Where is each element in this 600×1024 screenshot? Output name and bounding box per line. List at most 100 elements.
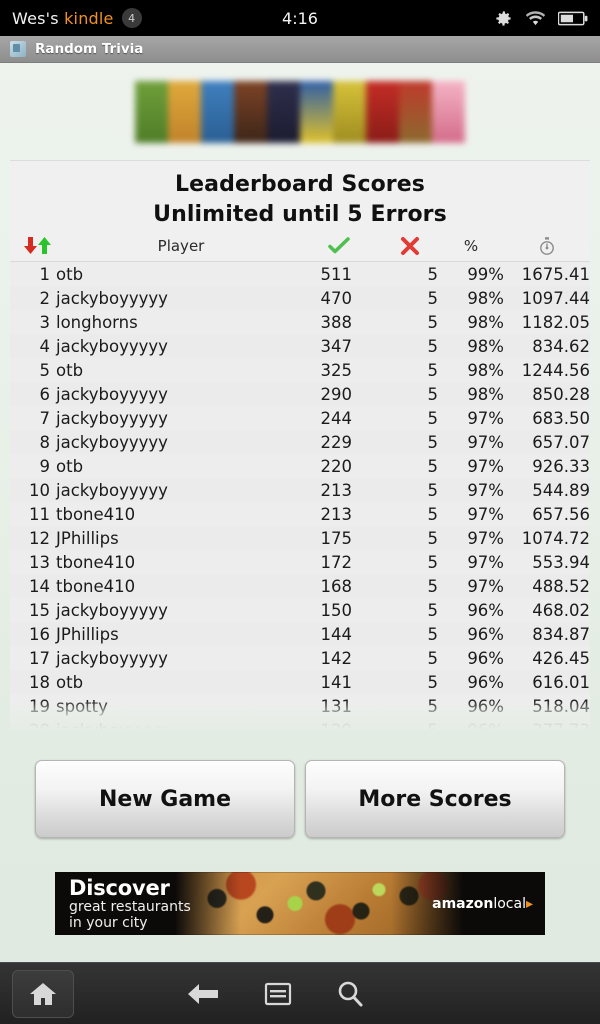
table-row[interactable]: 6 jackyboyyyyy 290 5 98% 850.28 xyxy=(10,382,590,406)
cell-score: 229 xyxy=(320,432,353,452)
table-row[interactable]: 19 spotty 131 5 96% 518.04 xyxy=(10,694,590,718)
cell-player: tbone410 xyxy=(56,504,136,524)
cell-rank: 1 xyxy=(39,264,51,284)
more-scores-button[interactable]: More Scores xyxy=(305,760,565,838)
green-check-icon[interactable] xyxy=(296,236,382,255)
cell-time: 553.94 xyxy=(532,552,590,572)
cell-wrong: 5 xyxy=(427,432,439,452)
leaderboard-panel[interactable]: Leaderboard Scores Unlimited until 5 Err… xyxy=(10,160,590,730)
cell-player: jackyboyyyyy xyxy=(56,432,168,452)
cell-rank: 11 xyxy=(29,504,50,524)
cell-score: 213 xyxy=(320,504,353,524)
leaderboard-rows[interactable]: 1 otb 511 5 99% 1675.41 2 jackyboyyyyy 470 5 98% 10… xyxy=(10,262,590,730)
banner-image-area xyxy=(0,63,600,160)
table-row[interactable]: 16 JPhillips 144 5 96% 834.87 xyxy=(10,622,590,646)
cell-time: 657.07 xyxy=(532,432,590,452)
cell-rank: 2 xyxy=(39,288,51,308)
table-row[interactable]: 3 longhorns 388 5 98% 1182.05 xyxy=(10,310,590,334)
cell-player: otb xyxy=(56,264,84,284)
status-bar-icons xyxy=(494,9,588,28)
cell-time: 377.73 xyxy=(532,720,590,731)
table-row[interactable]: 18 otb 141 5 96% 616.01 xyxy=(10,670,590,694)
cell-score: 347 xyxy=(320,336,353,356)
advertisement-area: Discover great restaurants in your city … xyxy=(0,872,600,935)
table-row[interactable]: 5 otb 325 5 98% 1244.56 xyxy=(10,358,590,382)
cell-player: jackyboyyyyy xyxy=(56,720,168,731)
table-row[interactable]: 10 jackyboyyyyy 213 5 97% 544.89 xyxy=(10,478,590,502)
amazon-local-ad[interactable]: Discover great restaurants in your city … xyxy=(55,872,545,935)
cell-rank: 6 xyxy=(39,384,51,404)
cell-score: 511 xyxy=(320,264,353,284)
status-bar: Wes's kindle 4 4:16 xyxy=(0,0,600,36)
back-arrow-icon[interactable] xyxy=(186,981,220,1007)
table-row[interactable]: 8 jackyboyyyyy 229 5 97% 657.07 xyxy=(10,430,590,454)
table-row[interactable]: 20 jackyboyyyyy 129 5 96% 377.73 xyxy=(10,718,590,730)
cell-wrong: 5 xyxy=(427,648,439,668)
cell-score: 244 xyxy=(320,408,353,428)
table-row[interactable]: 2 jackyboyyyyy 470 5 98% 1097.44 xyxy=(10,286,590,310)
cell-player: jackyboyyyyy xyxy=(56,408,168,428)
cell-time: 1182.05 xyxy=(521,312,590,332)
gear-icon[interactable] xyxy=(494,9,513,28)
wifi-icon[interactable] xyxy=(525,10,546,26)
cell-wrong: 5 xyxy=(427,504,439,524)
device-brand-label: kindle xyxy=(64,8,114,28)
cell-player: jackyboyyyyy xyxy=(56,648,168,668)
cell-wrong: 5 xyxy=(427,672,439,692)
cell-percent: 97% xyxy=(467,432,504,452)
column-header-percent[interactable]: % xyxy=(463,236,479,255)
cell-player: jackyboyyyyy xyxy=(56,480,168,500)
table-row[interactable]: 13 tbone410 172 5 97% 553.94 xyxy=(10,550,590,574)
cell-wrong: 5 xyxy=(427,264,439,284)
action-button-row: New Game More Scores xyxy=(0,760,600,838)
cell-wrong: 5 xyxy=(427,456,439,476)
table-row[interactable]: 9 otb 220 5 97% 926.33 xyxy=(10,454,590,478)
cell-score: 168 xyxy=(320,576,353,596)
cell-time: 1074.72 xyxy=(521,528,590,548)
cell-percent: 98% xyxy=(467,384,504,404)
cell-time: 834.62 xyxy=(532,336,590,356)
cell-wrong: 5 xyxy=(427,720,439,731)
cell-player: jackyboyyyyy xyxy=(56,336,168,356)
cell-player: otb xyxy=(56,360,84,380)
table-row[interactable]: 11 tbone410 213 5 97% 657.56 xyxy=(10,502,590,526)
cell-wrong: 5 xyxy=(427,696,439,716)
cell-wrong: 5 xyxy=(427,288,439,308)
table-row[interactable]: 12 JPhillips 175 5 97% 1074.72 xyxy=(10,526,590,550)
cell-percent: 96% xyxy=(467,696,504,716)
cell-time: 1244.56 xyxy=(521,360,590,380)
nav-icon-group xyxy=(186,980,364,1008)
cell-score: 141 xyxy=(320,672,353,692)
cell-wrong: 5 xyxy=(427,576,439,596)
search-icon[interactable] xyxy=(336,980,364,1008)
cell-time: 468.02 xyxy=(532,600,590,620)
table-row[interactable]: 4 jackyboyyyyy 347 5 98% 834.62 xyxy=(10,334,590,358)
cell-score: 131 xyxy=(320,696,353,716)
table-row[interactable]: 1 otb 511 5 99% 1675.41 xyxy=(10,262,590,286)
cell-time: 683.50 xyxy=(532,408,590,428)
table-row[interactable]: 15 jackyboyyyyy 150 5 96% 468.02 xyxy=(10,598,590,622)
stopwatch-icon[interactable] xyxy=(504,236,590,256)
new-game-button[interactable]: New Game xyxy=(35,760,295,838)
notification-count-badge[interactable]: 4 xyxy=(121,8,142,28)
cell-percent: 96% xyxy=(467,720,504,731)
table-row[interactable]: 7 jackyboyyyyy 244 5 97% 683.50 xyxy=(10,406,590,430)
cell-rank: 3 xyxy=(39,312,51,332)
cell-score: 220 xyxy=(320,456,353,476)
column-header-player[interactable]: Player xyxy=(157,236,205,255)
cell-time: 1097.44 xyxy=(521,288,590,308)
battery-icon[interactable] xyxy=(558,11,588,26)
table-row[interactable]: 14 tbone410 168 5 97% 488.52 xyxy=(10,574,590,598)
home-button[interactable] xyxy=(12,969,74,1018)
menu-icon[interactable] xyxy=(264,981,292,1007)
sort-arrows-icon[interactable] xyxy=(10,236,66,255)
cell-wrong: 5 xyxy=(427,336,439,356)
cell-wrong: 5 xyxy=(427,480,439,500)
device-name: Wes's kindle xyxy=(12,9,114,28)
cell-rank: 10 xyxy=(29,480,50,500)
cell-percent: 99% xyxy=(467,264,504,284)
red-x-icon[interactable] xyxy=(382,236,438,256)
table-row[interactable]: 17 jackyboyyyyy 142 5 96% 426.45 xyxy=(10,646,590,670)
cell-percent: 97% xyxy=(467,528,504,548)
